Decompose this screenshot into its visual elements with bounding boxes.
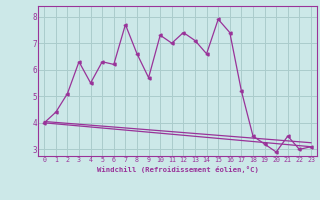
X-axis label: Windchill (Refroidissement éolien,°C): Windchill (Refroidissement éolien,°C) — [97, 166, 259, 173]
